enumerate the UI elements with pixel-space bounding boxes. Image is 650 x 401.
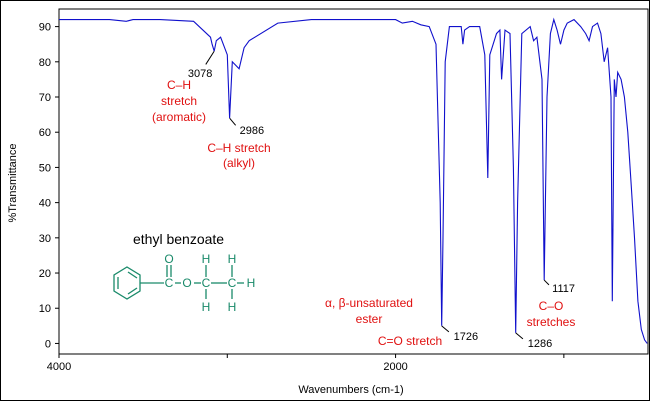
ethyl-benzoate-structure (113, 265, 244, 300)
peak-label-3078: 3078 (188, 68, 212, 80)
atom-h-3: H (228, 252, 237, 266)
label-ch-aromatic-3: (aromatic) (152, 110, 206, 124)
peak-marker-line (543, 279, 550, 286)
y-tick-label: 30 (39, 233, 51, 245)
atom-ch2-c: C (202, 276, 211, 290)
y-tick-label: 10 (39, 303, 51, 315)
y-tick-label: 40 (39, 198, 51, 210)
atom-h-5: H (247, 276, 256, 290)
peak-marker-line (441, 325, 450, 333)
atom-ch3-c: C (228, 276, 237, 290)
x-axis: 4000 2000 (47, 354, 565, 373)
peak-marker-line (515, 332, 524, 340)
x-tick-label: 2000 (383, 361, 407, 373)
y-tick-label: 70 (39, 92, 51, 104)
atom-h-4: H (228, 300, 237, 314)
atom-ester-o: O (182, 276, 191, 290)
label-ch-alkyl-1: C–H stretch (207, 141, 270, 155)
label-c-o-2: stretches (527, 315, 576, 329)
peak-marker-line (229, 117, 237, 126)
benzene-ring (113, 266, 141, 300)
peak-markers: 3078 2986 1726 1286 1117 (188, 50, 575, 350)
label-c-o-1: C–O (539, 299, 564, 313)
y-axis: 0 10 20 30 40 50 60 70 80 90 (39, 22, 59, 350)
y-tick-label: 0 (45, 338, 51, 350)
compound-name: ethyl benzoate (133, 231, 224, 247)
peak-label-1726: 1726 (454, 331, 478, 343)
spectrum-line (59, 17, 648, 344)
x-axis-title: Wavenumbers (cm-1) (298, 384, 403, 396)
label-ch-aromatic-1: C–H (167, 78, 191, 92)
peak-label-1286: 1286 (528, 338, 552, 350)
atom-h-1: H (202, 252, 211, 266)
y-axis-title: %Transmittance (7, 143, 19, 222)
peak-marker-line (205, 50, 215, 65)
label-ch-alkyl-2: (alkyl) (223, 156, 255, 170)
atom-carbonyl-c: C (165, 276, 174, 290)
y-tick-label: 50 (39, 162, 51, 174)
y-tick-label: 60 (39, 127, 51, 139)
peak-label-1117: 1117 (552, 283, 575, 295)
y-tick-label: 20 (39, 268, 51, 280)
ring-double-bond-3 (127, 287, 138, 295)
label-unsaturated-1: α, β-unsaturated (325, 296, 413, 310)
label-unsaturated-2: ester (356, 312, 383, 326)
atom-carbonyl-o: O (164, 252, 173, 266)
label-ch-aromatic-2: stretch (161, 94, 197, 108)
ring-double-bond-2 (127, 271, 138, 279)
y-tick-label: 80 (39, 57, 51, 69)
x-tick-label: 4000 (47, 361, 71, 373)
label-co-stretch: C=O stretch (378, 334, 442, 348)
y-tick-label: 90 (39, 22, 51, 34)
peak-label-2986: 2986 (240, 125, 264, 137)
atom-h-2: H (202, 300, 211, 314)
plot-area-frame (58, 8, 649, 355)
